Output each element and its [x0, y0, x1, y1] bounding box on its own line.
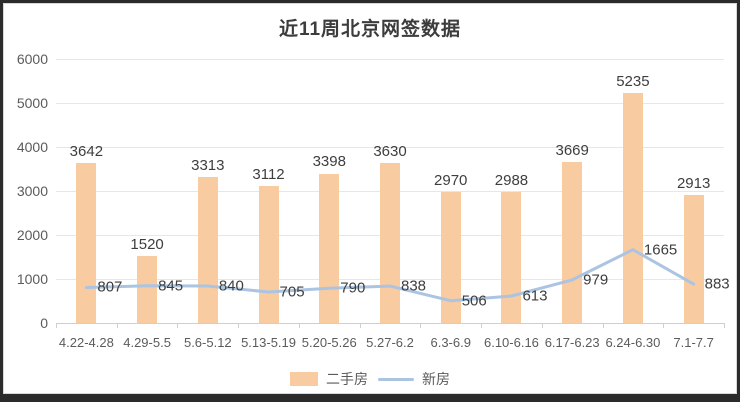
x-axis-category-label: 6.24-6.30 — [605, 335, 661, 350]
bar-value-label: 3112 — [252, 166, 285, 184]
line-value-label: 838 — [401, 277, 427, 295]
y-axis-tick-label: 0 — [40, 315, 48, 331]
bar-6.10-6.16 — [501, 191, 522, 323]
x-axis-category-label: 5.20-5.26 — [301, 335, 357, 350]
bar-value-label: 3642 — [69, 142, 104, 160]
bar-5.27-6.2 — [380, 163, 400, 323]
bar-4.29-5.5 — [137, 256, 158, 323]
x-axis-category-label: 7.1-7.7 — [673, 335, 714, 350]
x-axis-tick — [541, 323, 543, 328]
x-axis-category-label: 5.6-5.12 — [183, 335, 232, 350]
x-axis-tick — [420, 323, 422, 328]
line-value-label: 883 — [704, 275, 730, 293]
bar-value-label: 1520 — [130, 236, 164, 254]
x-axis-category-label: 4.22-4.28 — [58, 335, 114, 350]
x-axis-tick — [663, 323, 665, 328]
gridline — [56, 323, 724, 324]
line-value-label: 705 — [279, 283, 305, 301]
bar-4.22-4.28 — [76, 162, 97, 323]
line-value-label: 840 — [218, 277, 244, 295]
x-axis-tick — [359, 323, 361, 328]
line-value-label: 979 — [583, 271, 609, 289]
y-axis: 0 1000 2000 3000 4000 5000 6000 — [4, 51, 48, 331]
line-series — [84, 248, 696, 303]
bar-5.13-5.19 — [258, 186, 279, 323]
legend-label-newhome: 新房 — [422, 371, 450, 387]
chart-title: 近11周北京网签数据 — [278, 19, 462, 40]
bar-6.3-6.9 — [440, 192, 461, 323]
bar-value-label: 3669 — [555, 141, 589, 159]
line-series-swatch — [378, 377, 414, 381]
line-value-label: 845 — [158, 277, 184, 295]
x-axis-tick — [177, 323, 179, 328]
x-axis-tick — [116, 323, 118, 328]
x-axis-tick — [56, 323, 57, 328]
bar-series-swatch — [290, 372, 318, 386]
line-value-label: 790 — [340, 279, 366, 297]
x-axis-tick — [481, 323, 483, 328]
x-axis-tick — [238, 323, 240, 328]
bar-7.1-7.7 — [683, 194, 704, 323]
bar-5.20-5.26 — [319, 173, 340, 323]
gridline — [56, 147, 724, 148]
gridline — [56, 103, 724, 104]
bar-value-label: 5235 — [616, 72, 650, 90]
x-axis-tick — [724, 323, 725, 328]
legend-item-newhome[interactable]: 新房 — [378, 369, 450, 389]
y-axis-tick-label: 5000 — [16, 95, 48, 111]
line-value-label: 613 — [522, 287, 548, 305]
x-axis-category-label: 6.10-6.16 — [483, 335, 539, 350]
bar-value-label: 2913 — [676, 174, 711, 192]
bar-value-label: 3630 — [373, 143, 407, 161]
chart-card: 近11周北京网签数据 0 1000 2000 3000 4000 5000 6000 364… — [3, 3, 737, 394]
legend: 二手房 新房 — [4, 368, 736, 390]
x-axis-category-label: 6.3-6.9 — [430, 335, 471, 350]
y-axis-tick-label: 2000 — [16, 227, 48, 243]
x-axis-category-label: 4.29-5.5 — [123, 335, 171, 350]
x-axis-tick — [602, 323, 604, 328]
bar-6.24-6.30 — [622, 92, 643, 323]
bar-value-label: 2988 — [494, 171, 529, 189]
x-axis-tick — [298, 323, 300, 328]
gridline — [56, 59, 724, 60]
y-axis-tick-label: 1000 — [16, 271, 48, 287]
line-value-label: 506 — [461, 292, 487, 310]
x-axis-category-label: 6.17-6.23 — [544, 335, 600, 350]
y-axis-tick-label: 3000 — [16, 183, 48, 199]
line-value-label: 807 — [97, 278, 123, 296]
x-axis-category-label: 5.13-5.19 — [241, 335, 296, 350]
x-axis: 4.22-4.28 4.29-5.5 5.6-5.12 5.13-5.19 5.20-5… — [56, 329, 724, 350]
y-axis-tick-label: 6000 — [16, 51, 48, 67]
bar-value-label: 3313 — [191, 157, 225, 175]
line-value-label: 1665 — [643, 241, 678, 259]
legend-label-secondhand: 二手房 — [326, 371, 368, 387]
plot-area: 3642 1520 3313 3112 3398 3630 2970 2988 3669 5235… — [56, 59, 730, 328]
bar-value-label: 2970 — [434, 172, 468, 190]
x-axis-category-label: 5.27-6.2 — [366, 335, 414, 350]
bar-value-label: 3398 — [312, 153, 346, 171]
legend-item-secondhand[interactable]: 二手房 — [290, 369, 368, 389]
y-axis-tick-label: 4000 — [16, 139, 48, 155]
